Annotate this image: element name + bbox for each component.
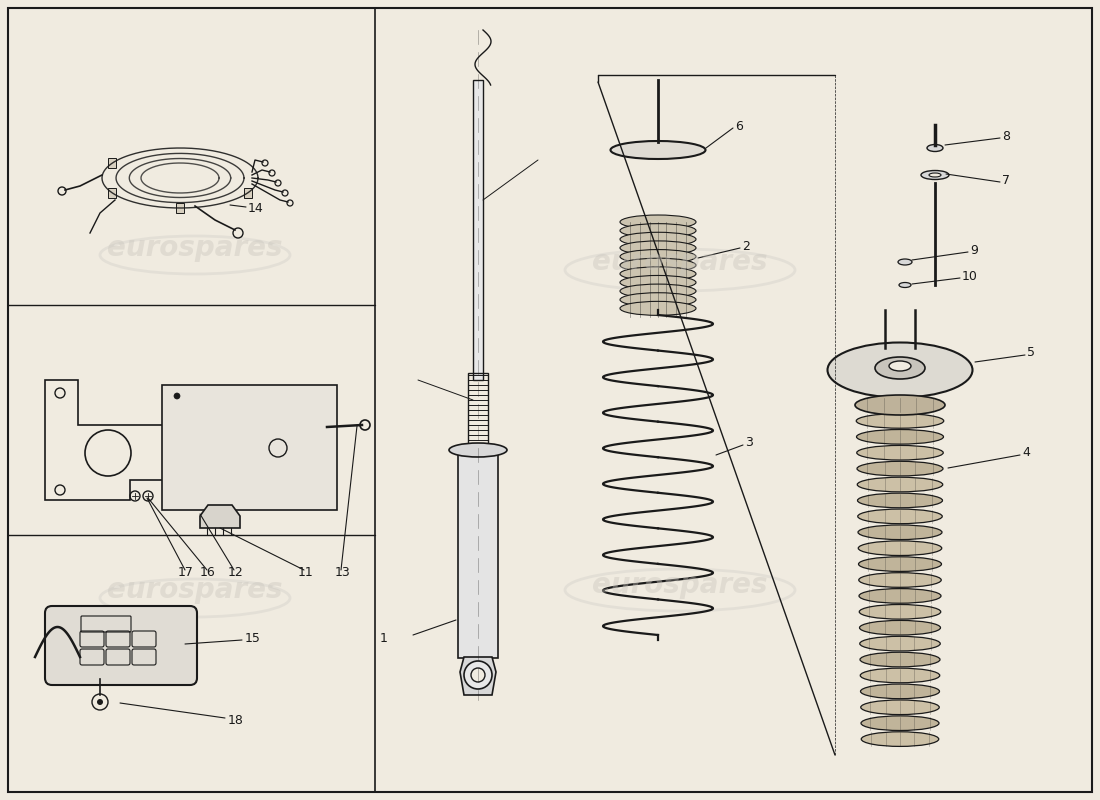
Bar [243,188,252,198]
Ellipse shape [859,621,940,635]
Circle shape [471,668,485,682]
Ellipse shape [860,700,939,714]
Text: 6: 6 [735,119,743,133]
Ellipse shape [858,557,942,571]
Bar [109,158,117,168]
Ellipse shape [861,716,939,730]
Ellipse shape [856,414,944,428]
Text: 2: 2 [742,239,750,253]
Ellipse shape [620,250,696,263]
Ellipse shape [921,170,949,179]
Text: 18: 18 [228,714,244,726]
Ellipse shape [889,361,911,371]
Ellipse shape [860,668,939,682]
FancyBboxPatch shape [45,606,197,685]
Text: 13: 13 [336,566,351,578]
Circle shape [97,699,103,705]
Ellipse shape [858,541,942,555]
Ellipse shape [874,357,925,379]
Ellipse shape [857,478,943,492]
Bar [473,80,483,380]
Ellipse shape [855,395,945,415]
Bar [468,373,488,445]
Ellipse shape [620,267,696,281]
Bar [162,385,337,510]
Ellipse shape [620,293,696,306]
Ellipse shape [930,173,940,177]
Ellipse shape [857,462,943,476]
Ellipse shape [620,284,696,298]
Text: eurospares: eurospares [592,248,768,276]
Ellipse shape [857,446,944,460]
Ellipse shape [449,443,507,457]
Text: 9: 9 [970,243,978,257]
Text: 17: 17 [178,566,194,578]
Text: 4: 4 [1022,446,1030,459]
Text: 14: 14 [248,202,264,214]
Text: 12: 12 [228,566,244,578]
Ellipse shape [898,259,912,265]
Circle shape [174,393,180,399]
Bar [109,188,117,198]
Ellipse shape [858,525,942,539]
Ellipse shape [620,215,696,229]
Bar [176,203,184,213]
Ellipse shape [859,573,942,587]
Text: eurospares: eurospares [108,576,283,604]
Ellipse shape [860,684,939,698]
Ellipse shape [856,398,944,412]
Ellipse shape [860,636,940,651]
Ellipse shape [927,145,943,151]
Text: 8: 8 [1002,130,1010,142]
Ellipse shape [859,589,940,603]
Ellipse shape [857,430,944,444]
Text: 15: 15 [245,631,261,645]
Text: eurospares: eurospares [592,571,768,599]
Bar [458,448,498,658]
Text: 5: 5 [1027,346,1035,359]
Ellipse shape [859,605,940,619]
Ellipse shape [620,241,696,255]
Circle shape [464,661,492,689]
Text: 10: 10 [962,270,978,282]
Text: 3: 3 [745,437,752,450]
Text: eurospares: eurospares [108,234,283,262]
Ellipse shape [610,141,705,159]
Ellipse shape [861,732,938,746]
Ellipse shape [620,224,696,238]
Polygon shape [460,657,496,695]
Text: 1: 1 [381,631,388,645]
Text: 7: 7 [1002,174,1010,186]
Ellipse shape [899,282,911,287]
Ellipse shape [620,275,696,290]
Polygon shape [200,505,240,528]
Ellipse shape [858,493,943,508]
Ellipse shape [620,302,696,315]
Ellipse shape [620,232,696,246]
Ellipse shape [860,652,940,667]
Ellipse shape [858,509,943,524]
Ellipse shape [827,342,972,398]
Ellipse shape [620,258,696,272]
Text: 11: 11 [298,566,314,578]
Text: 16: 16 [200,566,216,578]
